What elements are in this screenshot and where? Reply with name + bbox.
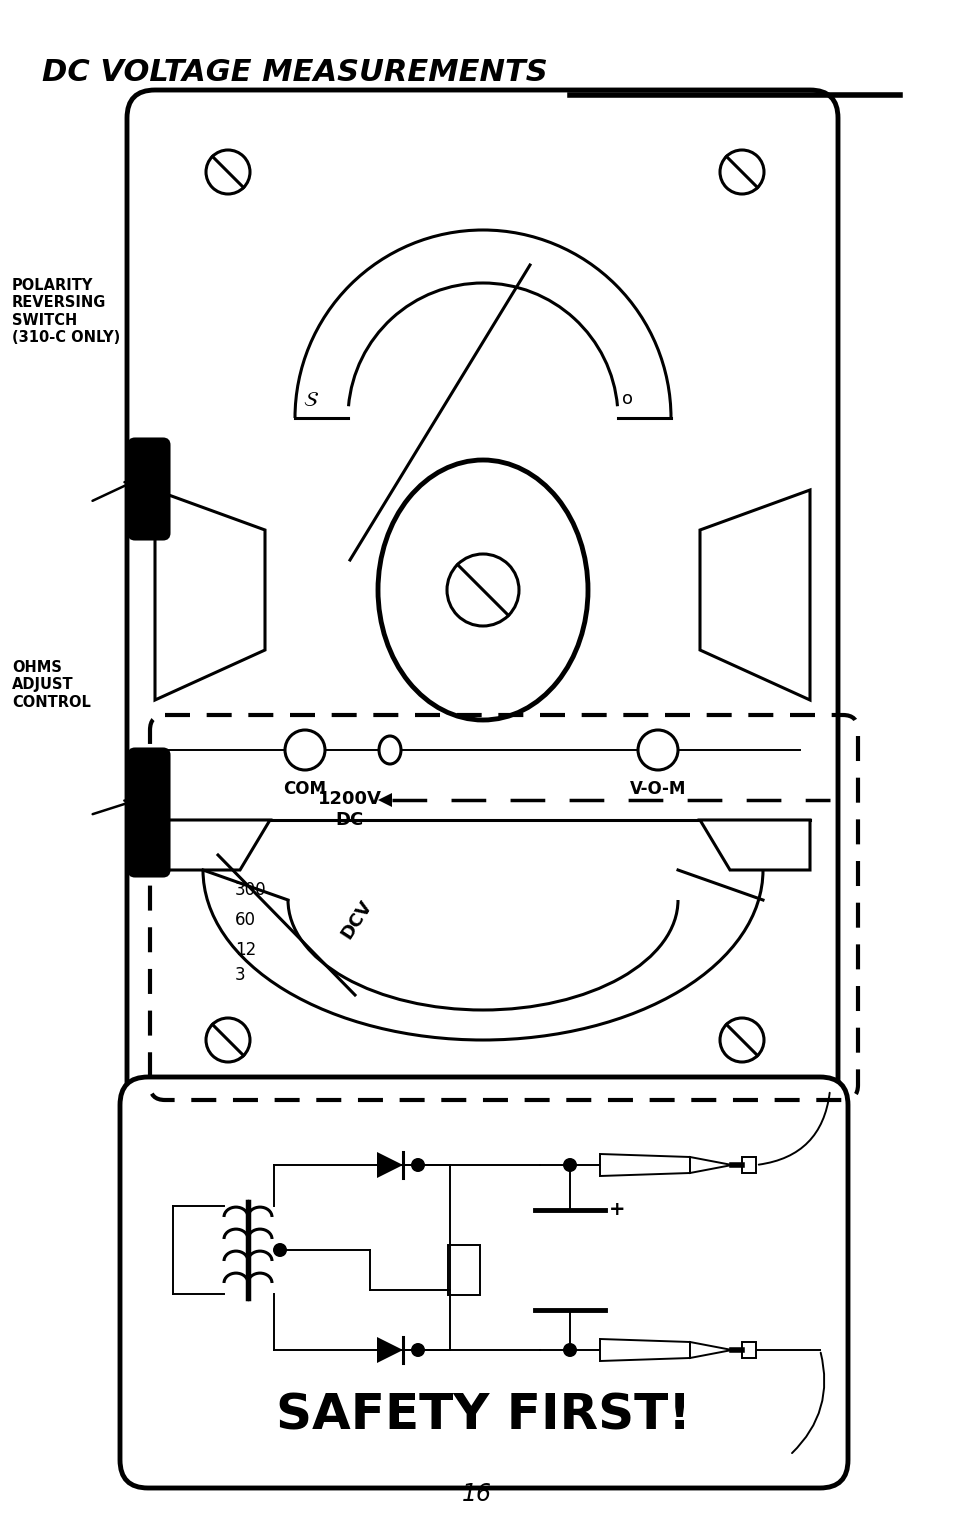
- Circle shape: [206, 150, 250, 194]
- Polygon shape: [599, 1154, 689, 1176]
- Polygon shape: [689, 1157, 731, 1173]
- Polygon shape: [376, 1338, 402, 1364]
- FancyArrowPatch shape: [791, 1353, 823, 1454]
- Bar: [448, 1245, 479, 1295]
- Text: 3: 3: [234, 967, 245, 983]
- Text: 1200V
DC: 1200V DC: [317, 789, 381, 829]
- Circle shape: [411, 1344, 424, 1358]
- FancyBboxPatch shape: [120, 1077, 847, 1487]
- Polygon shape: [700, 490, 809, 699]
- Polygon shape: [689, 1342, 731, 1358]
- Text: OHMS
ADJUST
CONTROL: OHMS ADJUST CONTROL: [12, 660, 91, 710]
- FancyBboxPatch shape: [129, 750, 169, 876]
- Text: 300: 300: [234, 881, 266, 899]
- Circle shape: [411, 1157, 424, 1173]
- Text: 16: 16: [461, 1483, 492, 1506]
- Bar: [741, 1157, 755, 1173]
- Circle shape: [447, 554, 518, 626]
- Text: POLARITY
REVERSING
SWITCH
(310-C ONLY): POLARITY REVERSING SWITCH (310-C ONLY): [12, 278, 120, 345]
- Polygon shape: [165, 820, 270, 870]
- Circle shape: [720, 150, 763, 194]
- Circle shape: [285, 730, 325, 770]
- Polygon shape: [376, 1151, 402, 1177]
- Ellipse shape: [378, 736, 400, 764]
- Text: +: +: [608, 1200, 625, 1219]
- Text: DCV: DCV: [337, 898, 375, 942]
- Ellipse shape: [377, 460, 587, 721]
- FancyBboxPatch shape: [127, 90, 837, 1122]
- Circle shape: [273, 1243, 287, 1257]
- Text: DC VOLTAGE MEASUREMENTS: DC VOLTAGE MEASUREMENTS: [42, 58, 547, 87]
- Circle shape: [638, 730, 678, 770]
- Text: $\mathcal{S}$: $\mathcal{S}$: [303, 389, 318, 411]
- Text: 12: 12: [234, 941, 256, 959]
- Text: SAFETY FIRST!: SAFETY FIRST!: [276, 1391, 691, 1438]
- Text: 60: 60: [234, 912, 255, 928]
- Bar: [741, 1342, 755, 1358]
- FancyBboxPatch shape: [129, 438, 169, 539]
- Circle shape: [562, 1157, 577, 1173]
- Polygon shape: [700, 820, 809, 870]
- Text: COM: COM: [283, 780, 326, 799]
- Polygon shape: [154, 490, 265, 699]
- Polygon shape: [377, 793, 392, 806]
- Text: o: o: [621, 389, 633, 408]
- FancyArrowPatch shape: [758, 1093, 829, 1165]
- Circle shape: [206, 1019, 250, 1061]
- Polygon shape: [599, 1339, 689, 1361]
- Text: V-O-M: V-O-M: [629, 780, 685, 799]
- Circle shape: [562, 1344, 577, 1358]
- Circle shape: [720, 1019, 763, 1061]
